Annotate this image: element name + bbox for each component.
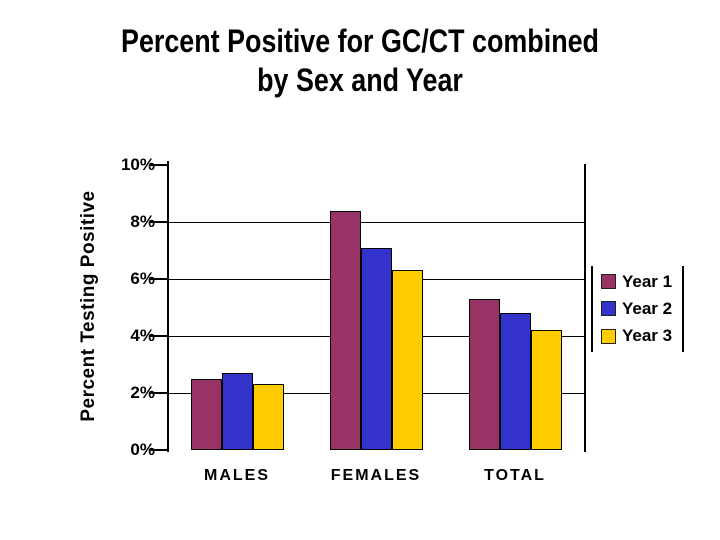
chart-title-line-1: Percent Positive for GC/CT combined: [121, 23, 599, 59]
y-tick-label-6%: 6%: [130, 269, 155, 288]
y-axis-tick-6%: [150, 278, 168, 280]
bar-females-year-3: [391, 270, 423, 450]
y-axis-tick-0%: [150, 449, 168, 451]
category-label-total: TOTAL: [484, 467, 546, 484]
y-axis-tick-2%: [150, 392, 168, 394]
gridline-8%: [168, 221, 585, 223]
bar-males-year-3: [252, 384, 284, 450]
bar-total-year-1: [468, 298, 500, 450]
right-axis-line: [584, 164, 586, 452]
legend-item-year-3: Year 3: [601, 326, 672, 346]
category-label-females: FEMALES: [330, 467, 422, 484]
legend-swatch-icon: [601, 301, 616, 317]
legend-swatch-icon: [601, 328, 616, 344]
y-tick-label-2%: 2%: [130, 383, 155, 402]
legend-item-year-1: Year 1: [601, 272, 672, 292]
legend-swatch-icon: [601, 274, 616, 290]
bar-males-year-2: [221, 373, 253, 450]
y-axis-tick-10%: [150, 164, 168, 166]
y-tick-label-10%: 10%: [120, 155, 155, 174]
legend-label: Year 1: [622, 271, 673, 291]
y-axis-tick-8%: [150, 221, 168, 223]
bar-males-year-1: [190, 378, 222, 450]
legend-label: Year 3: [622, 326, 673, 346]
bar-total-year-3: [530, 330, 562, 450]
chart-title: Percent Positive for GC/CT combined by S…: [58, 22, 663, 100]
chart-title-line-2: by Sex and Year: [257, 62, 463, 98]
bar-females-year-1: [329, 210, 361, 450]
y-tick-label-4%: 4%: [130, 326, 155, 345]
y-tick-label-8%: 8%: [130, 212, 155, 231]
y-tick-label-0%: 0%: [130, 440, 155, 459]
category-label-males: MALES: [204, 467, 270, 484]
bar-females-year-2: [360, 247, 392, 450]
y-axis-line: [167, 161, 169, 452]
legend-label: Year 2: [622, 298, 673, 318]
y-axis-tick-4%: [150, 335, 168, 337]
legend-item-year-2: Year 2: [601, 299, 672, 319]
bar-total-year-2: [499, 313, 531, 450]
chart-legend: Year 1 Year 2 Year 3: [591, 266, 685, 352]
